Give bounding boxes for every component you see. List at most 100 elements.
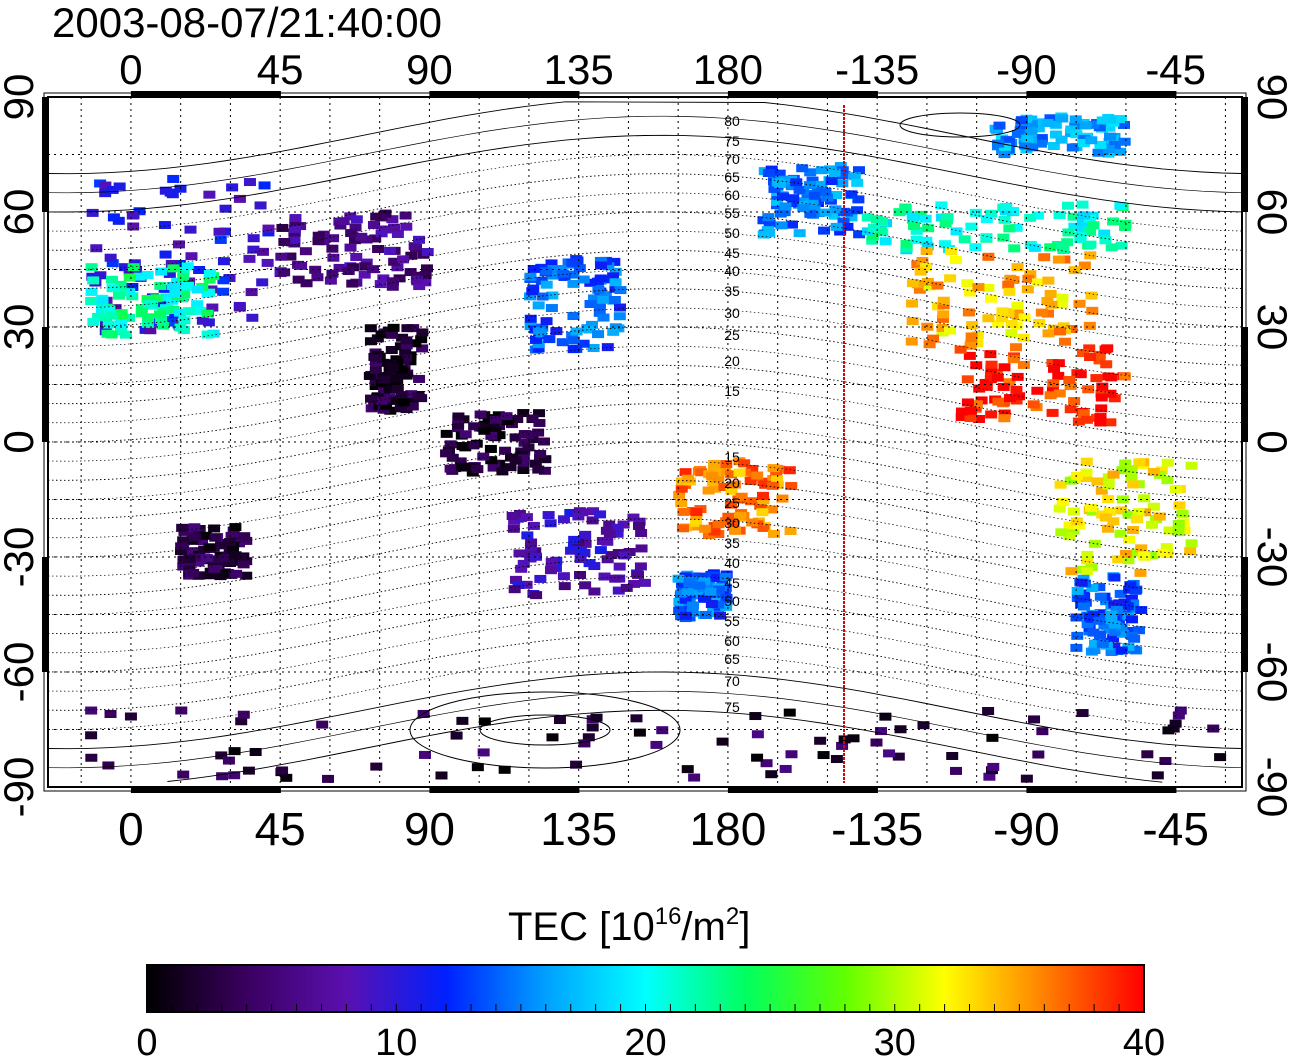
contour-label: 30 — [724, 515, 740, 531]
tec-cell — [405, 390, 418, 399]
tec-cell — [698, 577, 711, 586]
tec-cell — [749, 712, 762, 721]
tec-cell — [921, 242, 934, 251]
tec-cell — [1012, 311, 1025, 320]
tec-cell — [632, 570, 645, 579]
tec-cell — [1058, 337, 1071, 346]
tec-cell — [919, 214, 932, 223]
tec-cell — [845, 190, 858, 199]
tec-cell — [477, 748, 490, 757]
tec-cell — [754, 501, 767, 510]
tec-cell — [1038, 253, 1051, 262]
tec-cell — [444, 440, 457, 449]
tec-cell — [906, 317, 919, 326]
tec-cell — [456, 442, 469, 451]
tec-cell — [870, 738, 883, 747]
tec-cell — [601, 343, 614, 352]
tec-cell — [1021, 285, 1034, 294]
tec-cell — [233, 301, 246, 310]
tec-cell — [1032, 124, 1045, 133]
tec-region-india — [363, 323, 429, 415]
tec-cell — [498, 765, 511, 774]
tec-cell — [387, 323, 400, 332]
tec-cell — [779, 764, 792, 773]
tec-cell — [986, 733, 999, 742]
tec-cell — [1057, 246, 1070, 255]
tec-cell — [106, 185, 119, 194]
tec-cell — [1061, 201, 1074, 210]
tec-cell — [892, 752, 905, 761]
tec-cell — [1125, 594, 1138, 603]
tec-cell — [958, 235, 971, 244]
tec-cell — [230, 569, 243, 578]
tec-cell — [127, 263, 140, 272]
tec-cell — [536, 292, 549, 301]
tec-cell — [440, 449, 453, 458]
tec-cell — [785, 750, 798, 759]
tec-cell — [998, 215, 1011, 224]
tec-cell — [686, 608, 699, 617]
tec-cell — [1088, 639, 1101, 648]
lat-tick-label-right: 90 — [1249, 74, 1292, 121]
tec-cell — [312, 237, 325, 246]
tec-region-indonesia — [440, 409, 552, 477]
tec-cell — [367, 220, 380, 229]
lat-tick-label-right: 60 — [1249, 189, 1292, 236]
tec-cell — [712, 585, 725, 594]
lat-tick-label-left: -60 — [0, 642, 42, 703]
tec-cell — [949, 255, 962, 264]
tec-cell — [557, 515, 570, 524]
tec-cell — [245, 288, 258, 297]
tec-cell — [578, 739, 591, 748]
tec-cell — [1047, 142, 1060, 151]
tec-cell — [969, 208, 982, 217]
tec-cell — [1176, 509, 1189, 518]
tec-cell — [784, 526, 797, 535]
tec-cell — [1081, 556, 1094, 565]
tec-cell — [608, 257, 621, 266]
tec-cell — [1137, 551, 1150, 560]
tec-cell — [579, 581, 592, 590]
tec-cell — [1084, 251, 1097, 260]
tec-cell — [316, 720, 329, 729]
tec-cell — [556, 338, 569, 347]
tec-cell — [1028, 243, 1041, 252]
tec-cell — [1072, 417, 1085, 426]
tec-cell — [950, 227, 963, 236]
tec-cell — [1080, 415, 1093, 424]
tec-cell — [941, 213, 954, 222]
tec-cell — [154, 281, 167, 290]
tec-cell — [1074, 370, 1087, 379]
contour-label: 60 — [724, 633, 740, 649]
tec-cell — [534, 574, 547, 583]
tec-cell — [1076, 217, 1089, 226]
tec-cell — [1134, 568, 1147, 577]
tec-cell — [375, 396, 388, 405]
tec-cell — [1011, 129, 1024, 138]
tec-cell — [1081, 620, 1094, 629]
tec-cell — [692, 589, 705, 598]
tec-cell — [1065, 125, 1078, 134]
tec-cell — [214, 572, 227, 581]
tec-cell — [1103, 507, 1116, 516]
tec-cell — [532, 344, 545, 353]
tec-cell — [1046, 358, 1059, 367]
tec-cell — [783, 466, 796, 475]
tec-cell — [1115, 506, 1128, 515]
tec-cell — [508, 585, 521, 594]
tec-cell — [243, 254, 256, 263]
tec-cell — [1117, 120, 1130, 129]
tec-cell — [1146, 551, 1159, 560]
colorbar-tick-label: 40 — [1123, 1022, 1165, 1057]
tec-cell — [181, 262, 194, 271]
frame-band — [727, 787, 878, 793]
mlat-contour — [47, 154, 1242, 232]
tec-cell — [214, 235, 227, 244]
tec-cell — [416, 344, 429, 353]
tec-cell — [574, 570, 587, 579]
tec-cell — [984, 350, 997, 359]
tec-cell — [718, 482, 731, 491]
tec-cell — [349, 223, 362, 232]
tec-cell — [540, 280, 553, 289]
lon-tick-label-bottom: 135 — [540, 803, 617, 855]
